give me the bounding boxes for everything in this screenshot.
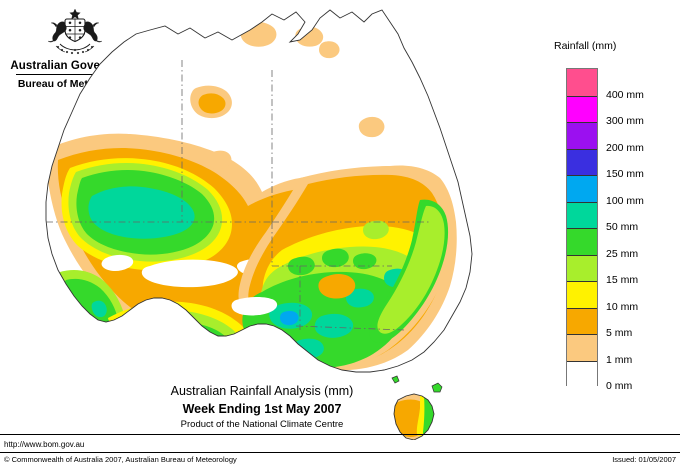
legend-band [567,148,597,175]
branding-divider [16,74,134,75]
mainland-coastline [45,9,473,373]
legend-label: 200 mm [606,141,644,154]
legend-band [567,360,597,387]
rainfall-map [45,9,473,440]
issued-date: Issued: 01/05/2007 [612,455,676,464]
rainfall-contour-plot [45,9,473,440]
legend-label: 150 mm [606,168,644,180]
legend-label: 0 mm [606,380,633,392]
legend-label: 1 mm [606,353,633,366]
map-title-block: Australian Rainfall Analysis (mm) Week E… [112,384,412,430]
legend-band [567,228,597,255]
product-note: Product of the National Climate Centre [180,419,344,430]
period-subtitle: Week Ending 1st May 2007 [182,402,342,416]
legend-label: 15 mm [606,274,639,286]
legend: Rainfall (mm) 400 mm 300 mm 200 mm 150 mm 10… [548,40,676,393]
legend-label: 10 mm [606,300,639,313]
legend-band [567,122,597,149]
footer-divider-bottom [0,452,680,453]
legend-title: Rainfall (mm) [554,40,617,52]
legend-band [567,201,597,228]
legend-label: 400 mm [606,88,644,101]
bom-url[interactable]: http://www.bom.gov.au [4,440,85,449]
legend-label: 300 mm [606,115,644,127]
tasmania-coastline [393,393,435,440]
legend-label: 50 mm [606,221,639,233]
legend-label: 100 mm [606,194,644,207]
tasmania-rainfall-bands [394,394,434,440]
state-borders [46,60,430,331]
legend-band [567,334,597,361]
copyright-notice: © Commonwealth of Australia 2007, Austra… [4,455,237,464]
legend-band [567,254,597,281]
legend-label-list: 400 mm 300 mm 200 mm 150 mm 100 mm 50 mm 25 mm… [606,68,676,393]
legend-band [567,95,597,122]
flinders-island [431,382,443,393]
legend-band [567,281,597,308]
legend-band [567,175,597,202]
king-island [391,375,400,384]
legend-band [567,69,597,96]
mainland-rainfall-bands [46,21,457,371]
legend-colorbar [566,68,598,387]
australian-coat-of-arms-icon [47,8,103,55]
legend-label: 5 mm [606,327,633,339]
legend-band [567,307,597,334]
page-title: Australian Rainfall Analysis (mm) [170,384,354,398]
footer-divider-top [0,434,680,435]
legend-label: 25 mm [606,247,639,260]
